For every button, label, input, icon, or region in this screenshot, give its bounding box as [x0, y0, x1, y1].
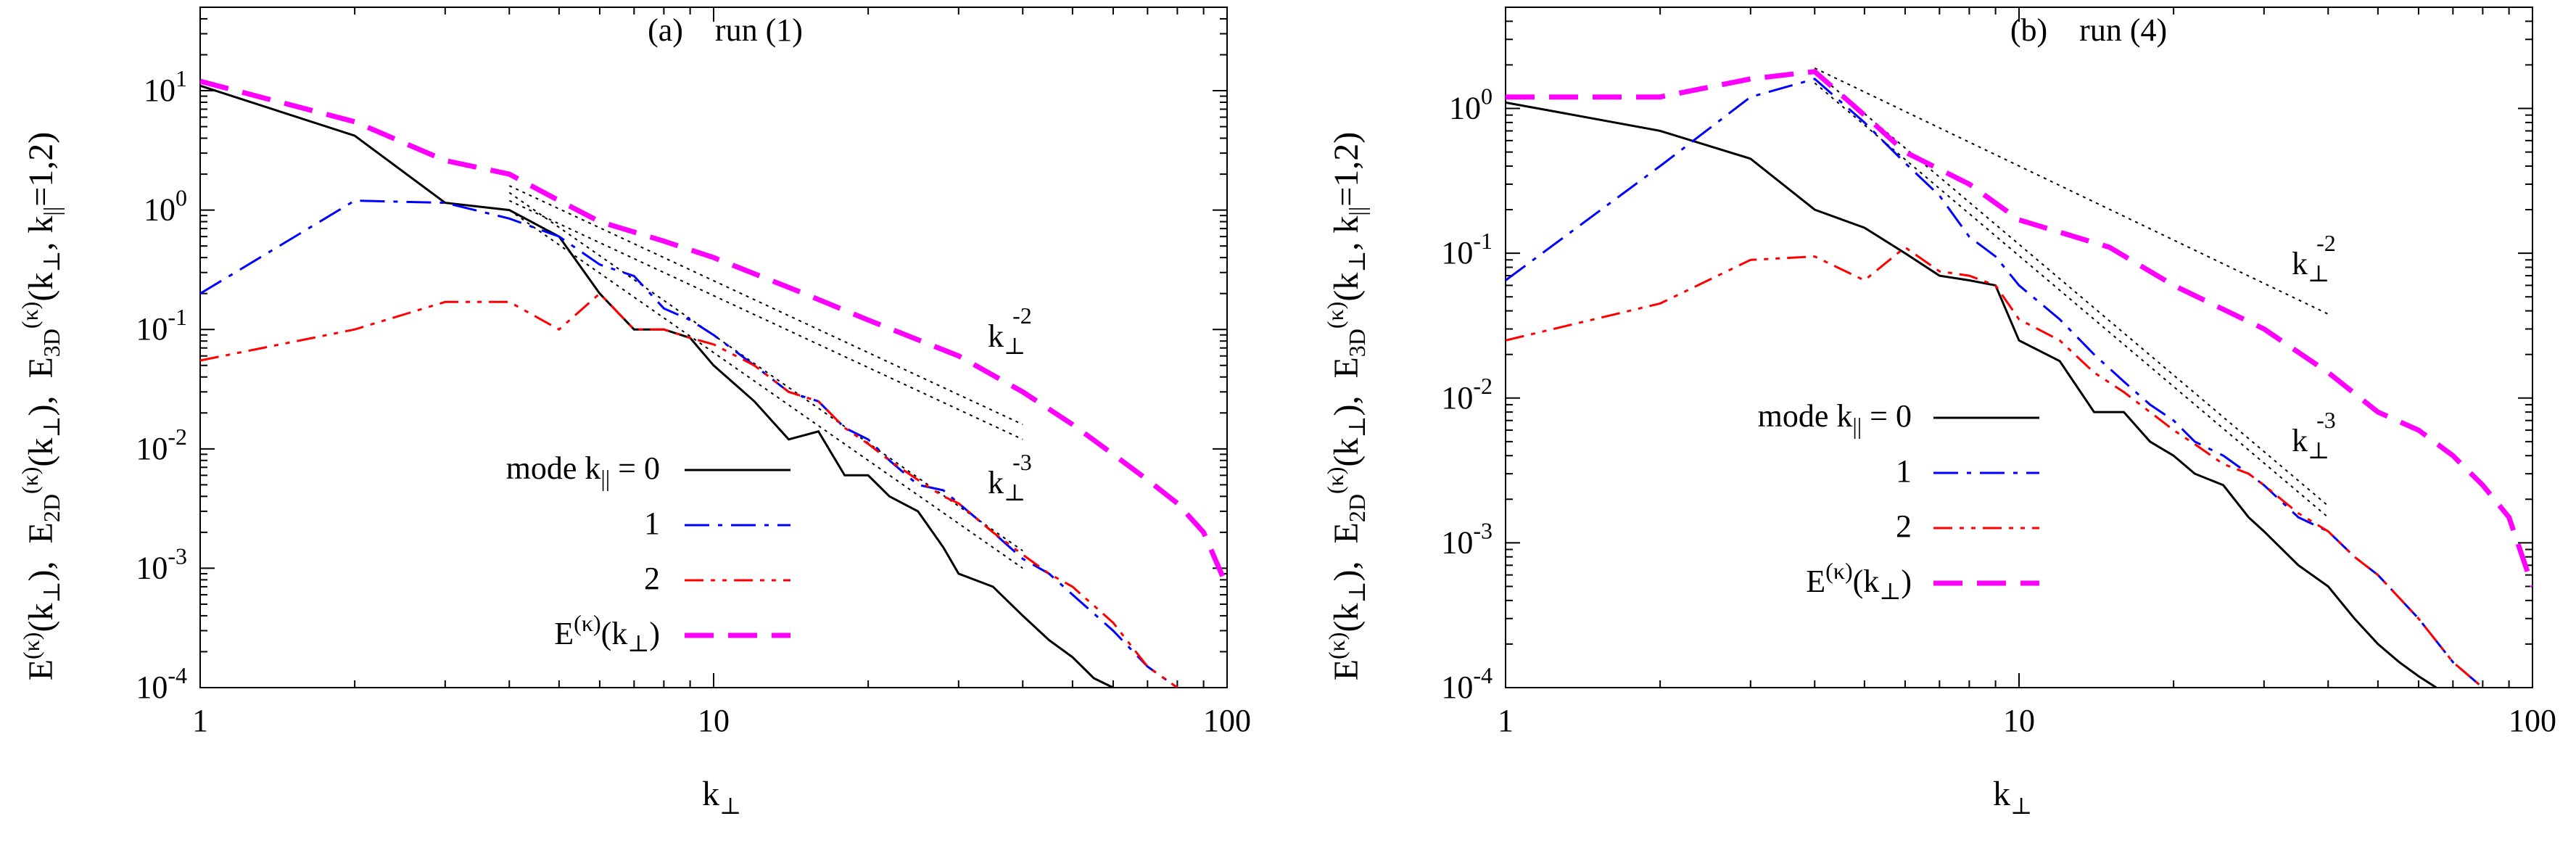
slope-guide-b [1814, 70, 2329, 507]
y-tick-label-b: 100 [1449, 83, 1493, 126]
series-line-b-2 [1506, 246, 2484, 688]
x-axis-title-a: k⊥ [702, 775, 741, 819]
panel-a: (a) run (1) E(κ)(k⊥), E2D(κ)(k⊥), E3D(κ)… [17, 7, 1251, 819]
y-tick-label-b: 10-1 [1441, 228, 1493, 271]
x-tick-label-b: 10 [2003, 703, 2035, 738]
y-tick-label-a: 10-1 [136, 304, 187, 347]
svg-text:k⊥-2: k⊥-2 [2292, 230, 2336, 287]
svg-text:mode k|| = 0: mode k|| = 0 [506, 450, 660, 491]
svg-text:mode k|| = 0: mode k|| = 0 [1758, 398, 1912, 439]
series-line-a-3 [200, 78, 1227, 588]
slope-labels-b: k⊥-2 k⊥-3 [2292, 230, 2336, 463]
slope-guide-a [508, 185, 1023, 426]
legend-a: mode k|| = 0 1 2 E(κ)(k⊥) [506, 450, 660, 656]
y-tick-label-a: 10-4 [136, 662, 187, 705]
legend-b: mode k|| = 0 1 2 E(κ)(k⊥) [1758, 398, 1912, 604]
plot-frame-a [199, 7, 1228, 688]
svg-text:2: 2 [644, 561, 660, 596]
svg-text:k⊥-3: k⊥-3 [988, 449, 1032, 506]
x-tick-label-a: 10 [698, 703, 730, 738]
series-line-b-1 [1506, 78, 2484, 688]
x-tick-label-a: 1 [192, 703, 208, 738]
y-axis-title-b: E(κ)(k⊥), E2D(κ)(k⊥), E3D(κ)(k⊥, k||=1,2… [1322, 132, 1370, 681]
slope-guide-b [1814, 82, 2329, 518]
x-tick-label-a: 100 [1203, 703, 1251, 738]
panel-title-b: (b) run (4) [2010, 12, 2167, 48]
panel-b: (b) run (4) E(κ)(k⊥), E2D(κ)(k⊥), E3D(κ)… [1322, 7, 2556, 819]
svg-text:E(κ)(k⊥): E(κ)(k⊥) [1806, 558, 1912, 604]
plot-frame-b [1505, 7, 2533, 688]
slope-guide-a [508, 191, 1023, 552]
y-tick-label-a: 10-3 [136, 543, 187, 585]
svg-text:k⊥-2: k⊥-2 [988, 302, 1032, 359]
x-tick-label-b: 1 [1498, 703, 1514, 738]
y-tick-label-a: 10-2 [136, 424, 187, 466]
slope-guide-a [508, 209, 1023, 569]
y-axis-title-a: E(κ)(k⊥), E2D(κ)(k⊥), E3D(κ)(k⊥, k||=1,2… [17, 132, 65, 681]
svg-text:2: 2 [1896, 508, 1912, 544]
slope-guide-a [508, 199, 1023, 440]
svg-text:k⊥-3: k⊥-3 [2292, 407, 2336, 463]
slope-guide-b [1814, 67, 2329, 315]
svg-text:1: 1 [644, 506, 660, 541]
y-tick-label-b: 10-2 [1441, 373, 1493, 416]
series-line-a-0 [200, 84, 1114, 688]
y-tick-label-b: 10-4 [1441, 662, 1493, 705]
y-tick-label-b: 10-3 [1441, 517, 1493, 560]
svg-text:k⊥: k⊥ [702, 775, 741, 819]
svg-text:1: 1 [1896, 453, 1912, 489]
y-tick-label-a: 100 [144, 185, 187, 228]
slope-labels-a: k⊥-2 k⊥-3 [988, 302, 1032, 506]
x-tick-label-b: 100 [2509, 703, 2556, 738]
series-line-b-3 [1506, 68, 2532, 588]
series-line-a-2 [200, 292, 1178, 688]
y-tick-label-a: 101 [144, 65, 187, 108]
x-axis-title-b: k⊥ [1993, 775, 2032, 819]
svg-text:E(κ)(k⊥), E2D(κ)(k⊥), E3D(κ): E(κ)(k⊥), E2D(κ)(k⊥), E3D(κ)(k⊥, k||=1,2… [1322, 132, 1370, 681]
svg-text:k⊥: k⊥ [1993, 775, 2032, 819]
svg-text:E(κ)(k⊥): E(κ)(k⊥) [554, 610, 660, 656]
series-line-b-0 [1506, 101, 2437, 688]
panel-title-a: (a) run (1) [648, 12, 803, 48]
series-line-a-1 [200, 199, 1178, 688]
svg-text:E(κ)(k⊥), E2D(κ)(k⊥), E3D(κ): E(κ)(k⊥), E2D(κ)(k⊥), E3D(κ)(k⊥, k||=1,2… [17, 132, 65, 681]
